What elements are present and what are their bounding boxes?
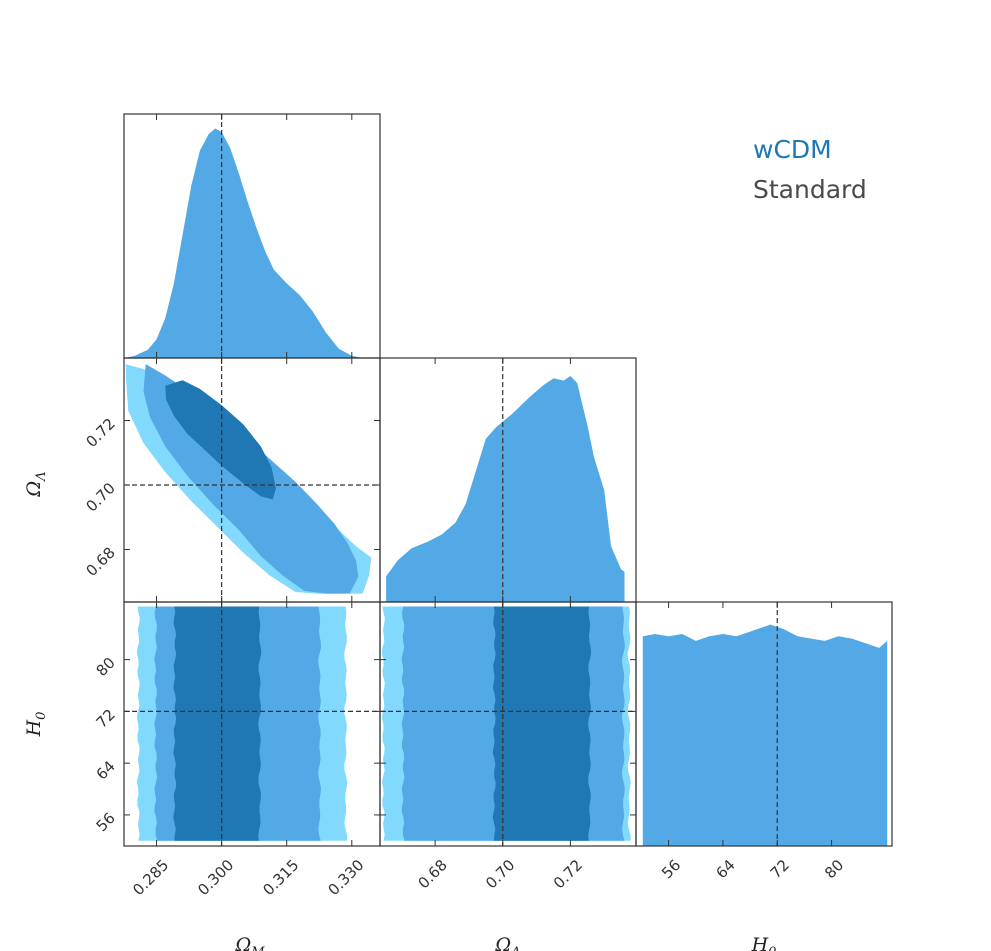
- x-axis-label-ol: ΩΛ: [494, 934, 520, 951]
- x-tick-label-om: 0.300: [194, 856, 237, 899]
- legend-item-standard: Standard: [753, 175, 867, 204]
- marginal-density-ol: [386, 376, 625, 602]
- marginal-density-om: [125, 128, 363, 358]
- marginal-panel-om: [125, 128, 363, 358]
- marginal-panel-h0: [642, 624, 888, 846]
- x-tick-label-om: 0.285: [129, 856, 172, 899]
- y-axis-label-ol: ΩΛ: [23, 471, 49, 497]
- x-tick-label-h0: 56: [658, 856, 684, 882]
- x-tick-label-ol: 0.72: [550, 856, 586, 892]
- y-axis-label-h0: H0: [23, 712, 49, 738]
- x-tick-label-h0: 72: [767, 856, 793, 882]
- x-tick-label-om: 0.315: [259, 856, 302, 899]
- x-tick-label-ol: 0.68: [415, 856, 451, 892]
- x-tick-label-ol: 0.70: [482, 856, 518, 892]
- y-tick-label-h0: 72: [93, 705, 119, 731]
- y-tick-label-h0: 64: [93, 757, 119, 783]
- marginal-density-h0: [642, 624, 888, 846]
- x-axis-label-h0: H0: [751, 934, 777, 951]
- x-tick-label-h0: 80: [821, 856, 847, 882]
- contour-panel-h0-vs-ol: [381, 606, 631, 841]
- legend-item-wcdm: wCDM: [753, 135, 832, 164]
- legend: wCDM Standard: [753, 135, 867, 204]
- contour-panel-ol-vs-om: [125, 364, 372, 594]
- x-tick-label-om: 0.330: [324, 856, 367, 899]
- panel-frame-h0-h0: [635, 601, 893, 847]
- contour-dark-h0-vs-om: [173, 606, 262, 841]
- x-tick-label-h0: 64: [712, 856, 738, 882]
- y-tick-label-ol: 0.68: [82, 544, 118, 580]
- contour-panel-h0-vs-om: [136, 606, 348, 841]
- contour-dark-h0-vs-ol: [492, 606, 592, 841]
- y-tick-label-h0: 56: [93, 809, 119, 835]
- contour-dark-ol-vs-om: [165, 380, 276, 500]
- y-tick-label-h0: 80: [93, 654, 119, 680]
- y-tick-label-ol: 0.70: [82, 479, 118, 515]
- panel-border: [635, 601, 893, 847]
- marginal-panel-ol: [386, 376, 625, 602]
- y-tick-label-ol: 0.72: [82, 415, 118, 451]
- x-axis-label-om: ΩM: [234, 934, 265, 951]
